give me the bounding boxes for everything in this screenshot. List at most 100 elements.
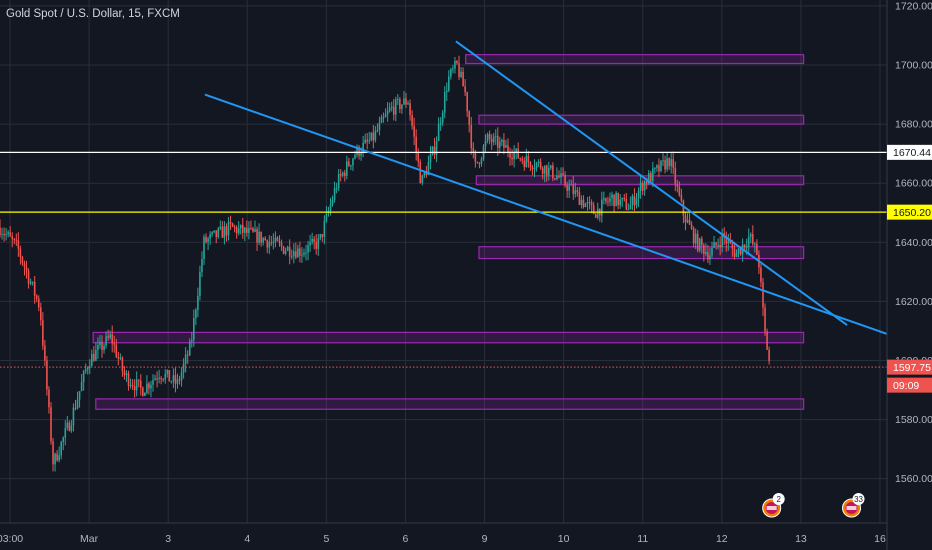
- candle-body: [654, 167, 656, 169]
- candle-body: [601, 199, 603, 216]
- candle-body: [399, 99, 401, 110]
- candle-body: [111, 334, 114, 344]
- candle-body: [662, 160, 664, 162]
- candle-body: [501, 140, 503, 142]
- candle-body: [594, 213, 597, 218]
- candle-body: [215, 230, 218, 238]
- candle-body: [568, 185, 570, 191]
- candle-body: [95, 350, 97, 361]
- time-axis[interactable]: 03:00 Mar 3 4 5 6 9 10 11 12 13 16: [0, 533, 886, 545]
- candle-body: [605, 198, 607, 202]
- candle-body: [42, 320, 44, 346]
- candle-body: [321, 234, 324, 237]
- candle-body: [660, 160, 662, 172]
- candle-body: [107, 336, 109, 338]
- candle-body: [290, 256, 293, 258]
- candle-body: [564, 175, 566, 186]
- candle-body: [60, 442, 63, 456]
- candle-body: [572, 184, 575, 195]
- candle-body: [566, 185, 568, 191]
- candle-body: [725, 237, 728, 244]
- candle-body: [288, 246, 291, 257]
- candle-body: [403, 98, 405, 105]
- candle-body: [250, 228, 252, 230]
- candle-body: [545, 165, 548, 176]
- candle-body: [362, 142, 364, 153]
- candle-body: [286, 246, 289, 251]
- candle-body: [698, 238, 701, 251]
- candle-body: [407, 103, 409, 105]
- price-tick-label: 1560.00: [895, 473, 932, 485]
- time-tick-label: 13: [795, 533, 807, 545]
- candle-body: [184, 354, 187, 364]
- candle-body: [703, 245, 705, 255]
- candle-body: [635, 198, 638, 206]
- candle-body: [197, 295, 199, 311]
- candle-body: [268, 242, 271, 248]
- candle-body: [454, 60, 456, 69]
- candle-body: [246, 227, 248, 233]
- candle-body: [484, 140, 487, 147]
- candle-body: [717, 244, 719, 246]
- event-badges[interactable]: 2 33: [762, 493, 865, 518]
- candle-body: [456, 60, 458, 64]
- candle-body: [676, 184, 679, 187]
- candle-body: [666, 158, 668, 170]
- trendline: [204, 93, 888, 335]
- candle-body: [543, 165, 546, 174]
- candle-body: [303, 252, 305, 255]
- candle-body: [386, 110, 389, 115]
- candle-body: [201, 258, 203, 273]
- symbol-title[interactable]: Gold Spot / U.S. Dollar, 15, FXCM: [6, 8, 180, 20]
- candle-body: [144, 392, 146, 396]
- zone-rectangle: [465, 54, 805, 65]
- candle-body: [164, 373, 167, 380]
- candle-body: [480, 158, 483, 164]
- event-count-badge: [772, 493, 785, 505]
- candle-body: [311, 238, 313, 243]
- candle-body: [521, 158, 524, 161]
- candle-body: [325, 213, 328, 221]
- candle-body: [19, 248, 22, 258]
- candle-body: [348, 161, 350, 166]
- candle-body: [152, 380, 154, 385]
- candle-body: [584, 203, 587, 208]
- candle-body: [37, 298, 40, 308]
- time-tick-label: 11: [637, 533, 648, 545]
- candle-body: [417, 151, 420, 162]
- candle-body: [692, 228, 695, 244]
- candle-body: [672, 159, 675, 168]
- candle-body: [554, 178, 556, 180]
- candle-body: [35, 295, 38, 299]
- candle-body: [346, 161, 348, 176]
- candle-body: [205, 236, 207, 243]
- candle-body: [180, 372, 183, 381]
- candle-body: [64, 428, 67, 438]
- candle-body: [150, 384, 152, 389]
- candle-body: [372, 132, 375, 141]
- candle-body: [88, 365, 91, 368]
- candle-body: [352, 158, 354, 166]
- candle-body: [737, 248, 740, 254]
- candle-body: [668, 158, 670, 167]
- candle-body: [56, 453, 58, 461]
- candle-body: [148, 383, 150, 389]
- candle-body: [766, 331, 768, 350]
- candle-body: [84, 369, 87, 372]
- candle-body: [619, 199, 621, 206]
- candle-body: [452, 68, 454, 70]
- candle-body: [696, 233, 699, 251]
- candle-body: [256, 229, 258, 243]
- candle-body: [231, 223, 234, 227]
- candle-body: [505, 145, 507, 148]
- candle-body: [729, 240, 732, 244]
- candle-body: [617, 192, 619, 206]
- candle-body: [380, 117, 383, 123]
- candle-body: [301, 254, 303, 256]
- candle-body: [193, 318, 195, 340]
- candle-body: [531, 167, 534, 170]
- candle-body: [433, 146, 436, 155]
- candle-body: [762, 282, 764, 308]
